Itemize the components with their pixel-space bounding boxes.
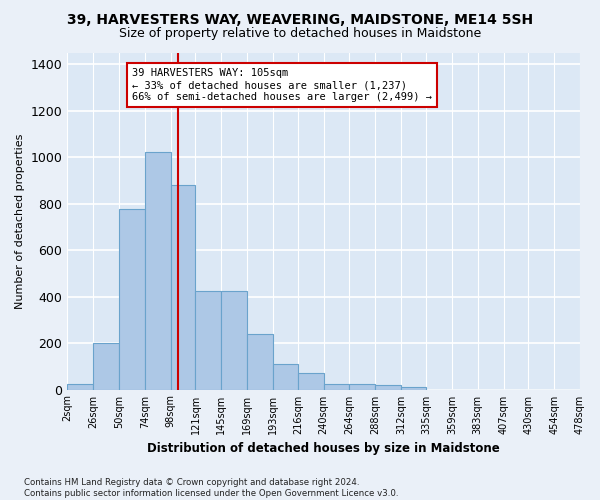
Bar [119,210,145,390]
Text: 39 HARVESTERS WAY: 105sqm
← 33% of detached houses are smaller (1,237)
66% of se: 39 HARVESTERS WAY: 105sqm ← 33% of detac… [132,68,432,102]
Bar [376,385,401,390]
Text: Size of property relative to detached houses in Maidstone: Size of property relative to detached ho… [119,28,481,40]
Bar [273,364,298,390]
Bar [247,334,273,390]
Bar [323,384,349,390]
Bar [221,291,247,390]
Bar [170,185,196,390]
Bar [93,343,119,390]
Bar [349,384,376,390]
Bar [196,291,221,390]
Y-axis label: Number of detached properties: Number of detached properties [15,134,25,308]
Text: Contains HM Land Registry data © Crown copyright and database right 2024.
Contai: Contains HM Land Registry data © Crown c… [24,478,398,498]
Bar [298,374,323,390]
Bar [145,152,170,390]
Bar [67,384,93,390]
X-axis label: Distribution of detached houses by size in Maidstone: Distribution of detached houses by size … [147,442,500,455]
Bar [401,387,426,390]
Text: 39, HARVESTERS WAY, WEAVERING, MAIDSTONE, ME14 5SH: 39, HARVESTERS WAY, WEAVERING, MAIDSTONE… [67,12,533,26]
